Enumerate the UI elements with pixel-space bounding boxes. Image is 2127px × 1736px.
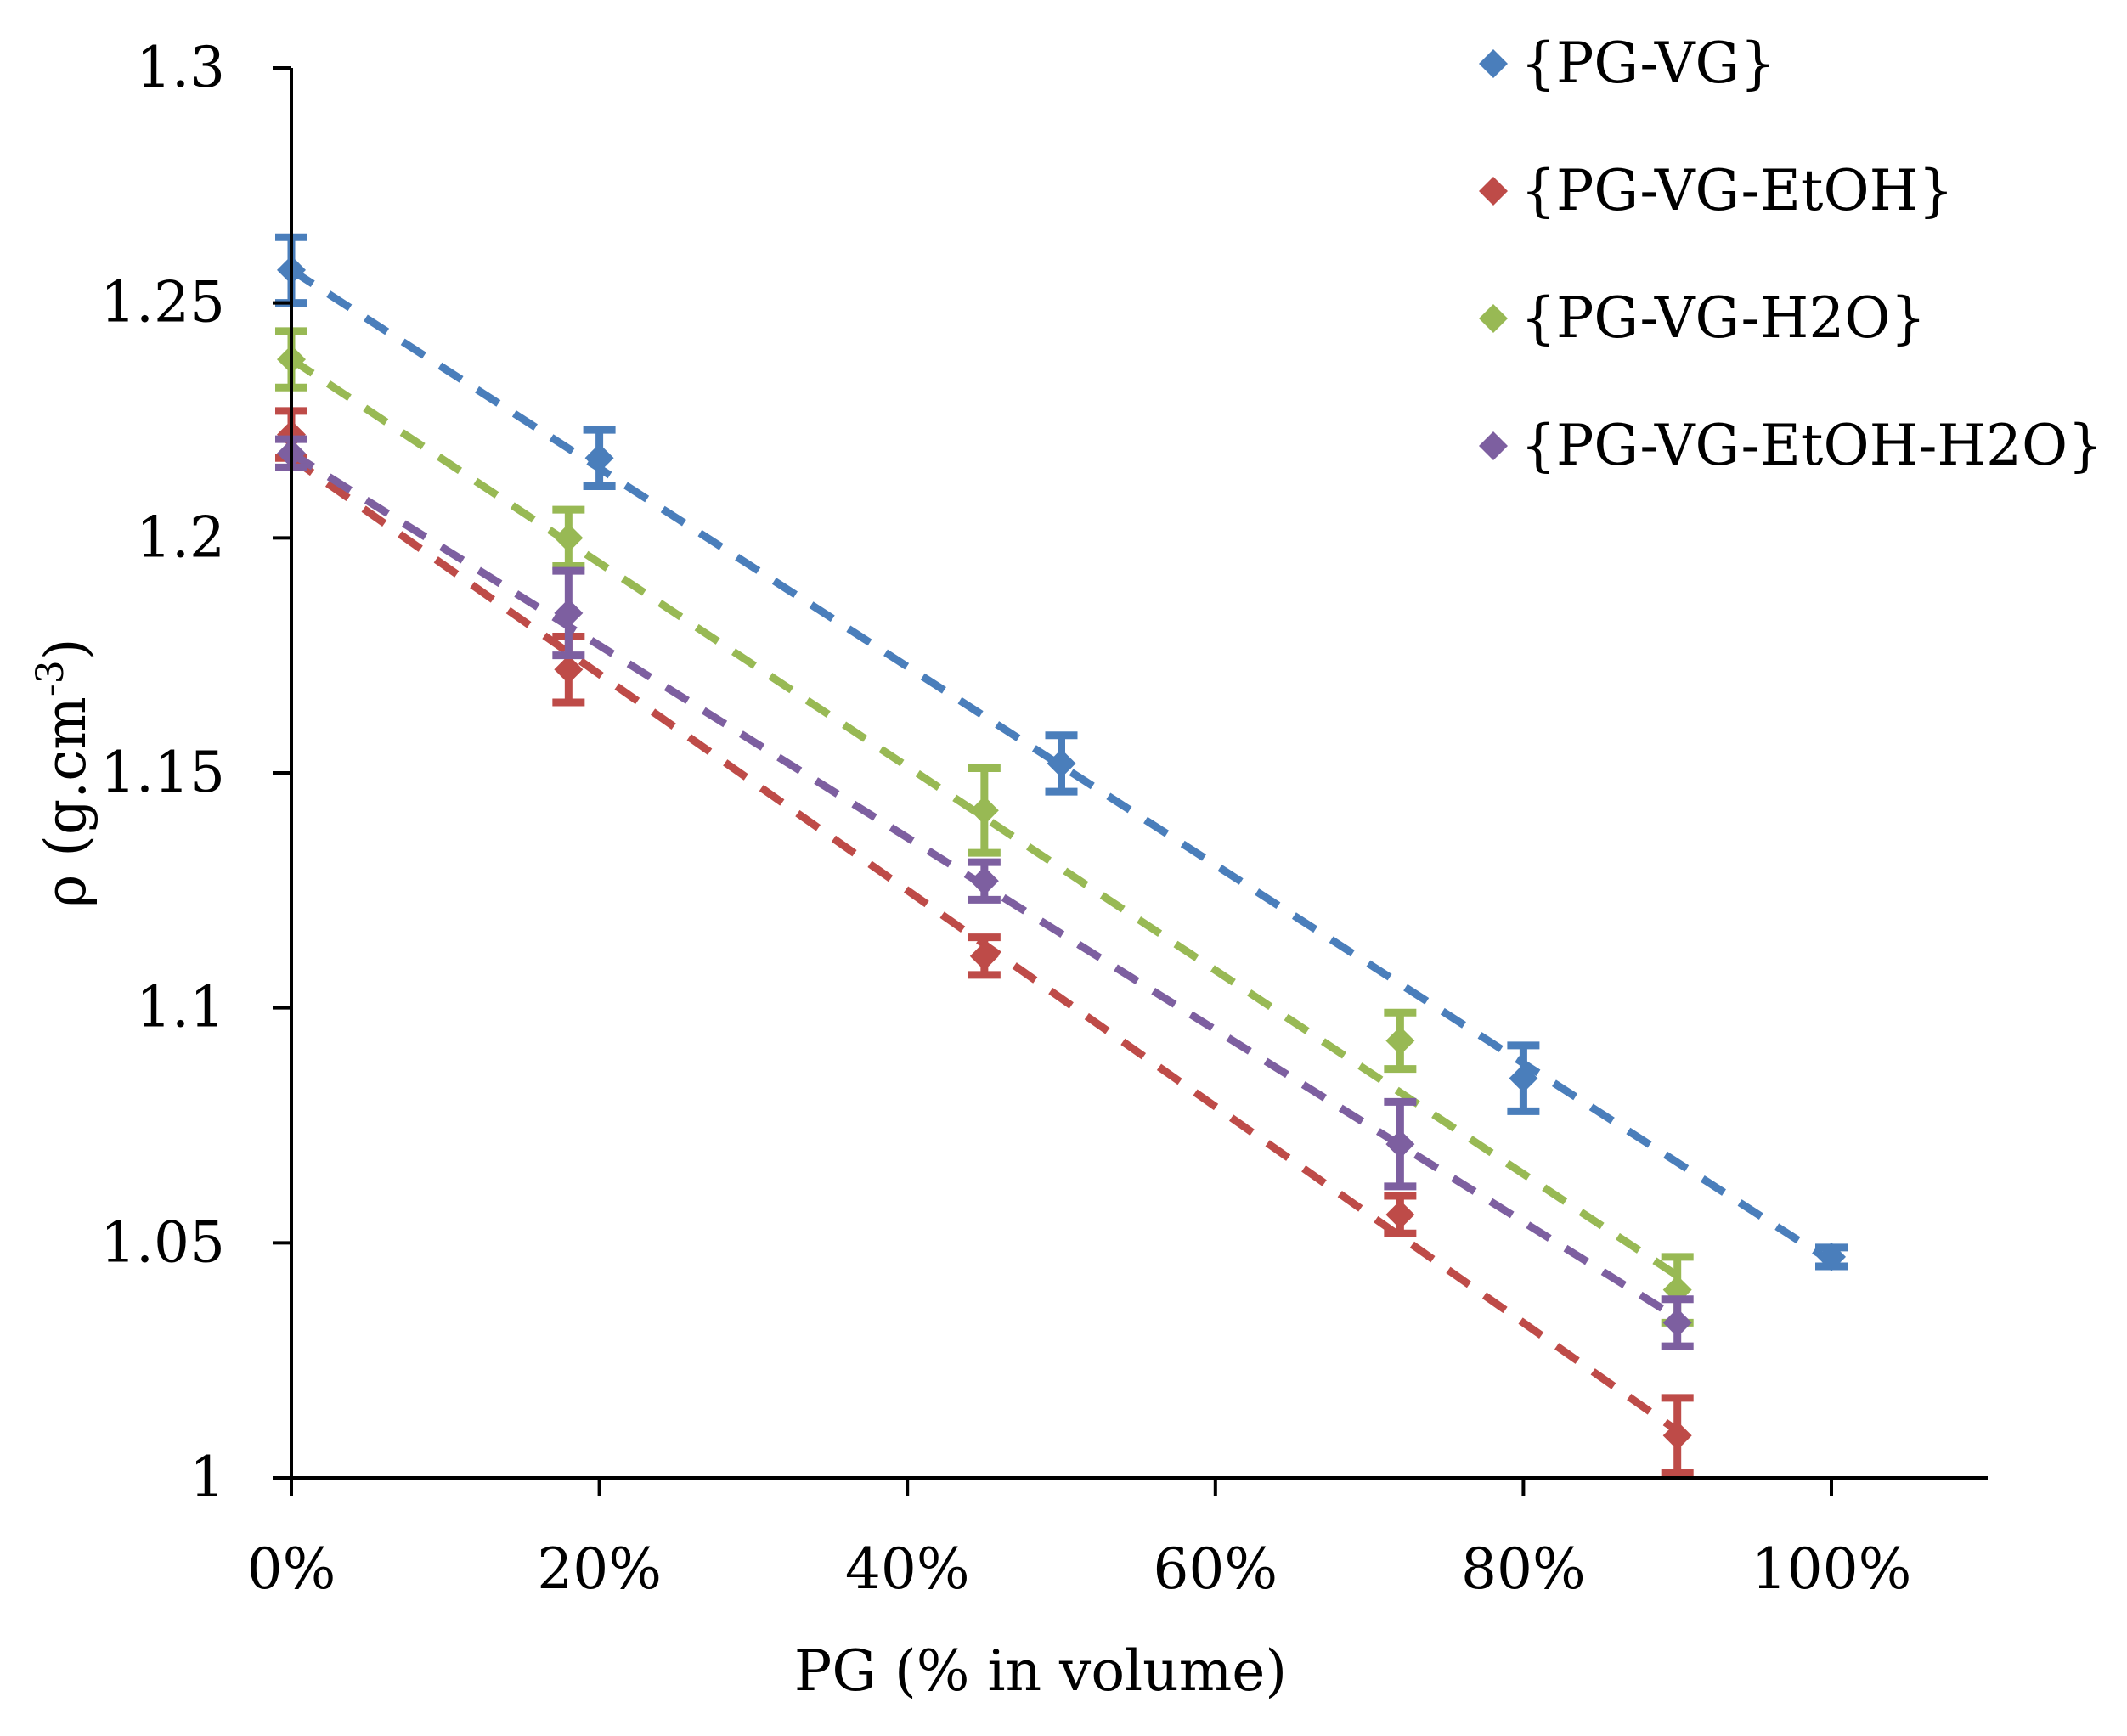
data-point — [1385, 1026, 1415, 1056]
y-tick-label: 1.25 — [100, 270, 225, 335]
data-point — [1385, 1130, 1415, 1159]
x-axis-title: PG (% in volume) — [794, 1638, 1287, 1704]
y-axis-title-main: ρ (g.cm — [33, 696, 99, 907]
y-tick-label: 1.2 — [136, 504, 225, 570]
legend-item: {PG-VG-EtOH-H2O} — [1479, 413, 2103, 478]
data-point — [1662, 1421, 1692, 1451]
data-point — [554, 523, 584, 553]
series-3 — [275, 327, 1694, 1327]
legend-item: {PG-VG} — [1479, 31, 1775, 96]
data-point — [1662, 1308, 1692, 1338]
data-point — [969, 796, 999, 826]
axes — [290, 68, 1988, 1480]
x-tick-label: 60% — [1153, 1536, 1278, 1602]
data-point — [554, 655, 584, 685]
x-tick-label: 40% — [845, 1536, 970, 1602]
legend-marker — [1479, 304, 1508, 333]
y-axis-title-sup: -3 — [29, 660, 72, 696]
series-4 — [275, 435, 1694, 1350]
plot-area — [275, 233, 1848, 1477]
legend-marker — [1479, 49, 1508, 78]
trendline — [289, 267, 1834, 1265]
series-1 — [275, 233, 1848, 1271]
data-point — [1509, 1063, 1538, 1093]
ticks: 1 1.05 1.1 1.15 1.2 1.25 1.3 0% 20% 40% 60% 80% 100% — [100, 35, 1911, 1602]
legend: {PG-VG} {PG-VG-EtOH} {PG-VG-H2O} {PG-VG-EtO… — [1479, 31, 2103, 478]
data-point — [1385, 1200, 1415, 1230]
y-tick-label: 1.1 — [136, 975, 225, 1040]
legend-marker — [1479, 177, 1508, 206]
data-point — [584, 443, 614, 473]
x-tick-label: 100% — [1752, 1536, 1912, 1602]
trendline — [289, 356, 1680, 1279]
data-point — [1047, 748, 1076, 778]
legend-marker — [1479, 431, 1508, 460]
legend-label: {PG-VG-EtOH-H2O} — [1520, 413, 2103, 478]
y-tick-label: 1.05 — [100, 1209, 225, 1275]
y-tick-label: 1 — [189, 1445, 225, 1510]
y-tick-label: 1.15 — [100, 740, 225, 805]
legend-label: {PG-VG} — [1520, 31, 1775, 96]
x-tick-label: 0% — [247, 1536, 336, 1602]
x-tick-label: 80% — [1461, 1536, 1586, 1602]
data-point — [969, 866, 999, 896]
y-tick-label: 1.3 — [136, 35, 225, 100]
data-point — [969, 941, 999, 971]
y-axis-title-close: ) — [33, 639, 99, 661]
legend-label: {PG-VG-EtOH} — [1520, 158, 1954, 223]
legend-item: {PG-VG-EtOH} — [1479, 158, 1954, 223]
legend-item: {PG-VG-H2O} — [1479, 285, 1926, 351]
y-axis-title: ρ (g.cm-3) — [29, 639, 99, 908]
data-point — [554, 598, 584, 628]
x-tick-label: 20% — [537, 1536, 662, 1602]
series-2 — [275, 407, 1694, 1477]
legend-label: {PG-VG-H2O} — [1520, 285, 1926, 351]
data-point — [1817, 1242, 1846, 1271]
